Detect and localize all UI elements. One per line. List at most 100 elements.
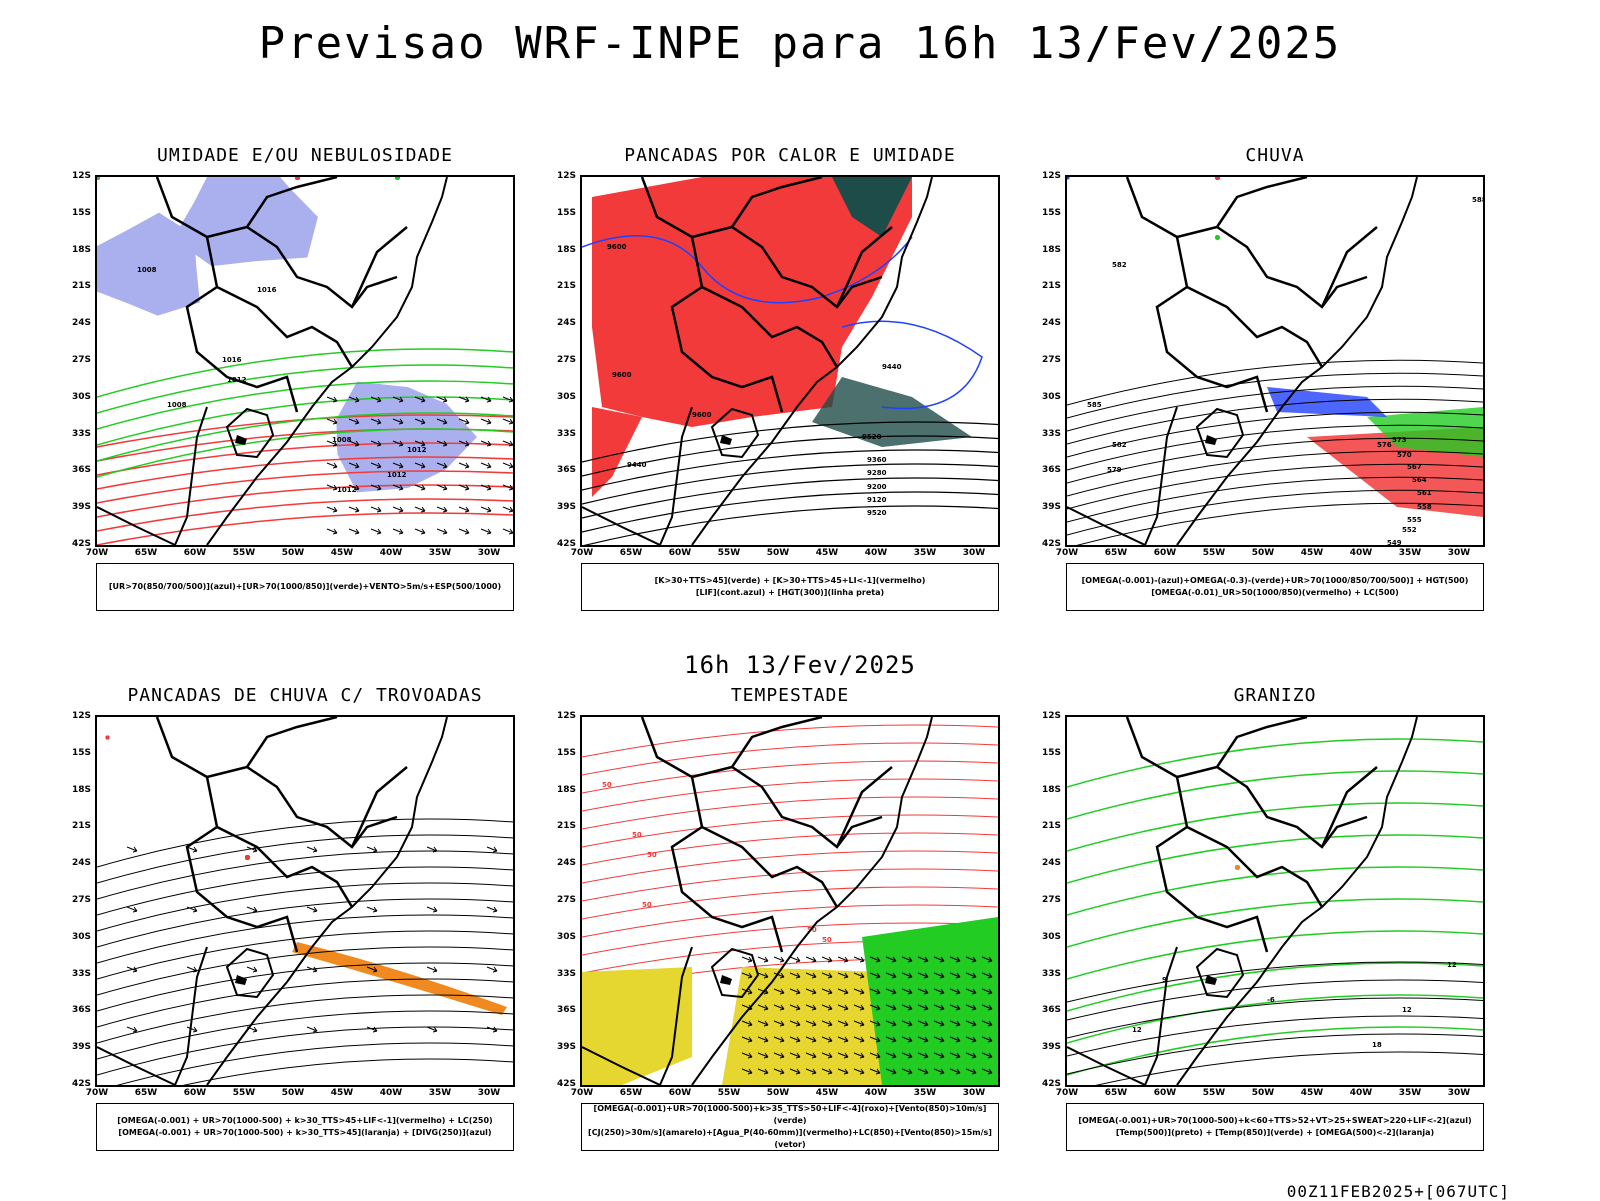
wind-vector (348, 484, 360, 491)
wind-vector (392, 506, 404, 513)
longitude-tick: 55W (232, 548, 256, 558)
contour-label: 50 (632, 831, 642, 839)
streamline-arrow (426, 1026, 438, 1033)
temp-850-contour (1067, 962, 1483, 1012)
wind-vector (837, 1036, 849, 1043)
uruguay-border (225, 947, 275, 999)
wind-vector (869, 1004, 881, 1011)
legend-box: [K>30+TTS>45](verde) + [K>30+TTS>45+LI<-… (581, 563, 999, 611)
wind-vector (805, 1052, 817, 1059)
latitude-tick: 27S (556, 895, 576, 905)
coastline (1067, 177, 1418, 545)
longitude-tick: 60W (668, 1088, 692, 1098)
latitude-tick: 21S (1041, 821, 1061, 832)
latitude-axis: 12S 15S 18S 21S 24S 27S 30S 33S 36S 39S 42S (542, 711, 576, 1089)
wind-vector (869, 956, 881, 963)
wind-vector (981, 1052, 993, 1059)
wind-vector (821, 1068, 833, 1075)
longitude-tick: 55W (1202, 1088, 1226, 1098)
instability-area (592, 407, 642, 497)
latitude-tick: 21S (71, 821, 91, 832)
streamline-arrow (306, 1026, 318, 1033)
longitude-tick: 45W (330, 1088, 354, 1098)
wind-vector (933, 1068, 945, 1075)
longitude-tick: 40W (864, 1088, 888, 1098)
precipitable-water-contour (582, 724, 998, 758)
latitude-tick: 27S (1041, 355, 1061, 365)
temp-500-contour (1095, 1051, 1483, 1085)
legend-box: [OMEGA(-0.001)+UR>70(1000-500)+k<60+TTS>… (1066, 1103, 1484, 1151)
precipitable-water-contour (582, 868, 998, 902)
argentina-border (1144, 406, 1178, 545)
contour-label: 12 (1402, 1006, 1412, 1014)
wind-vector (869, 1036, 881, 1043)
contour-label: 9600 (612, 371, 632, 379)
latitude-tick: 15S (71, 207, 91, 218)
map-canvas (97, 717, 513, 1085)
longitude-tick: 30W (962, 1088, 986, 1098)
wind-vector (370, 418, 382, 425)
wind-vector (348, 506, 360, 513)
streamline (97, 946, 513, 996)
thickness-line (97, 484, 513, 518)
latitude-tick: 15S (556, 747, 576, 758)
latitude-axis: 12S 15S 18S 21S 24S 27S 30S 33S 36S 39S 42S (57, 711, 91, 1089)
height-contour (582, 463, 998, 505)
wind-vector (885, 1052, 897, 1059)
streamline-arrow (126, 906, 138, 913)
streamline (97, 978, 513, 1028)
wind-vector (933, 1036, 945, 1043)
latitude-tick: 24S (71, 858, 91, 869)
wind-vector (901, 1052, 913, 1059)
wind-vector (837, 988, 849, 995)
green-contour (97, 396, 513, 446)
temp-850-contour (1067, 866, 1483, 916)
latitude-tick: 30S (71, 391, 91, 402)
longitude-tick: 65W (619, 1088, 643, 1098)
wind-vector (885, 1004, 897, 1011)
legend-line: [Temp(500)](preto) + [Temp(850)](verde) … (1115, 1128, 1435, 1137)
latitude-tick: 21S (556, 281, 576, 292)
contour-label: 9600 (607, 243, 627, 251)
latitude-tick: 36S (1041, 1005, 1061, 1016)
height-contour (583, 505, 998, 545)
latitude-tick: 27S (71, 355, 91, 365)
longitude-tick: 70W (1055, 548, 1079, 558)
contour-label: 9 (1162, 976, 1167, 984)
state-borders (155, 717, 408, 953)
humidity-omega-marker (1215, 177, 1220, 180)
longitude-tick: 60W (668, 548, 692, 558)
streamline-arrow (366, 906, 378, 913)
contour-label: 555 (1407, 516, 1422, 524)
contour-label: 552 (1402, 526, 1417, 534)
longitude-tick: 50W (281, 1088, 305, 1098)
wind-vector (901, 1004, 913, 1011)
wind-vector (789, 988, 801, 995)
contour-label: 9440 (882, 363, 902, 371)
wind-vector (901, 956, 913, 963)
legend-line: [UR>70(850/700/500)](azul)+[UR>70(1000/8… (108, 582, 502, 591)
thickness-line (97, 498, 513, 532)
uruguay-border (225, 407, 275, 459)
lake-mark (720, 975, 732, 985)
wind-vector (392, 440, 404, 447)
wind-vector (981, 1036, 993, 1043)
lake-mark (235, 975, 247, 985)
wind-vector (370, 506, 382, 513)
streamline-arrow (306, 966, 318, 973)
precipitable-water-contour (582, 760, 998, 794)
contour-label: 558 (1417, 503, 1432, 511)
panel-title: UMIDADE E/OU NEBULOSIDADE (157, 145, 453, 166)
streamline-arrow (126, 1026, 138, 1033)
longitude-tick: 35W (1398, 1088, 1422, 1098)
streamline (97, 962, 513, 1012)
hail-omega-marker (1235, 865, 1240, 870)
wind-vector (502, 418, 513, 425)
latitude-tick: 30S (1041, 931, 1061, 942)
wind-vector (805, 988, 817, 995)
wind-vector (414, 418, 426, 425)
wind-vector (869, 1052, 881, 1059)
geopotential-contour (1067, 359, 1483, 406)
mid-date-label: 16h 13/Fev/2025 (684, 651, 916, 679)
